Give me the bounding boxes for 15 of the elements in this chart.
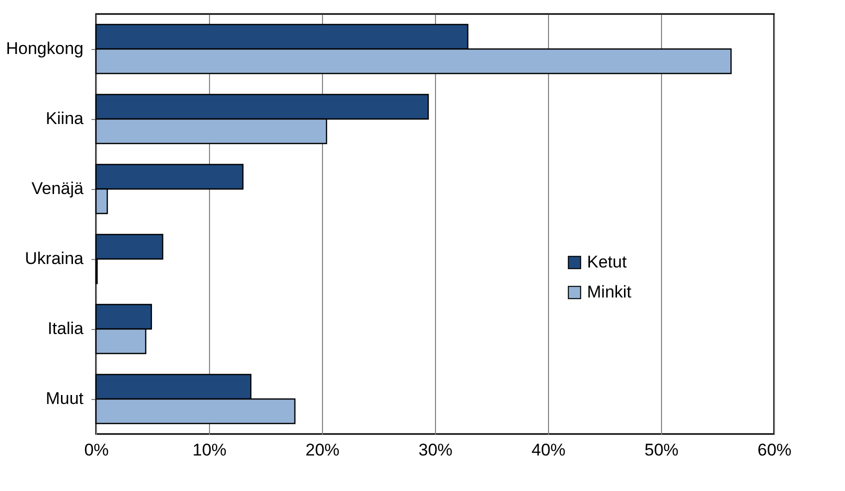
y-tick-label: Ukraina: [24, 249, 84, 268]
y-tick-label: Italia: [48, 319, 84, 338]
x-tick-label: 40%: [531, 440, 566, 460]
y-tick-label: Hongkong: [6, 39, 84, 58]
legend-label: Minkit: [587, 282, 632, 302]
x-tick-label: 30%: [418, 440, 453, 460]
x-tick-label: 60%: [757, 440, 792, 460]
y-tick-label: Muut: [46, 389, 84, 408]
x-tick-label: 50%: [644, 440, 679, 460]
legend-label: Ketut: [587, 252, 627, 272]
y-tick-label: Venäjä: [32, 179, 84, 198]
x-tick-label: 0%: [84, 440, 109, 460]
y-tick-label: Kiina: [46, 109, 84, 128]
x-tick-label: 10%: [192, 440, 227, 460]
x-tick-label: 20%: [305, 440, 340, 460]
